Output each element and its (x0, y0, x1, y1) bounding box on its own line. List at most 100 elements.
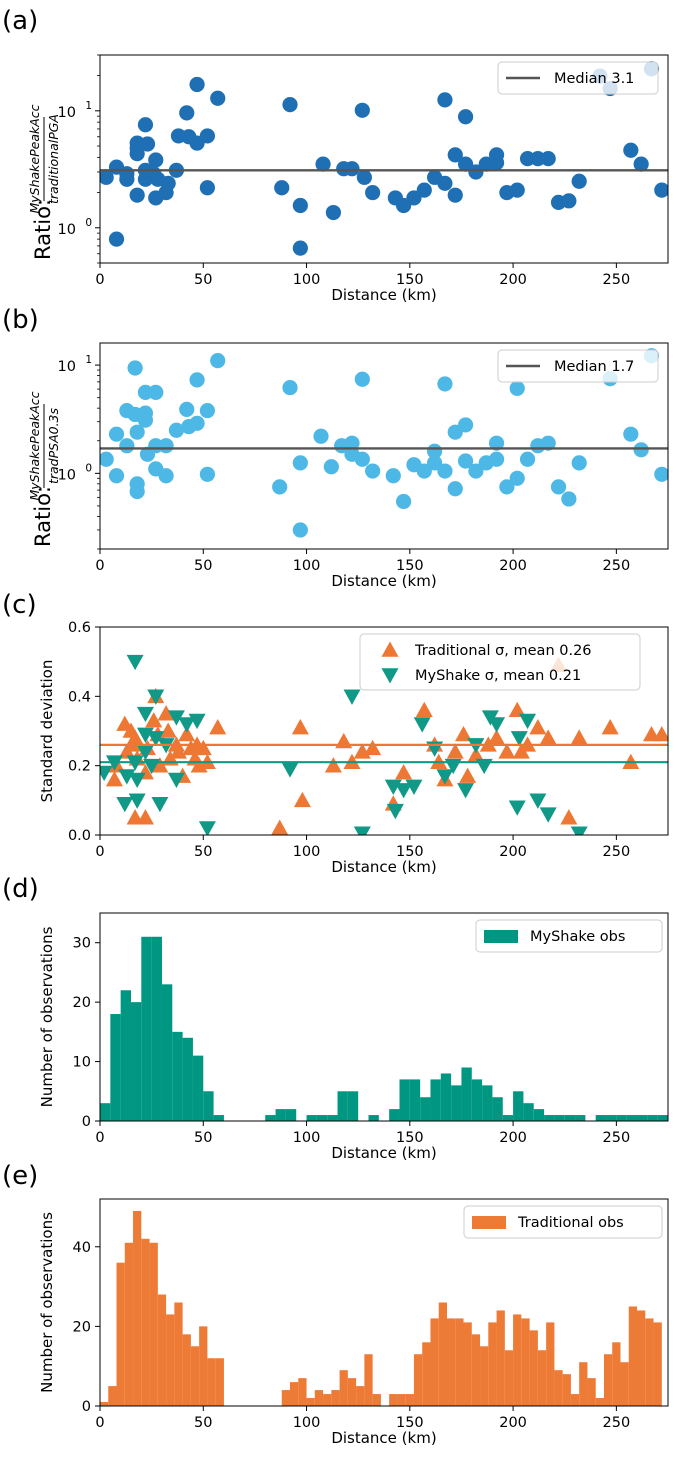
myshake-sigma-point (343, 689, 361, 705)
data-point (519, 451, 536, 467)
panel-label: (b) (2, 305, 39, 335)
data-point (210, 353, 226, 369)
x-tick-label: 200 (499, 1415, 527, 1431)
legend-label: MyShake σ, mean 0.21 (415, 668, 581, 684)
data-point (447, 481, 463, 497)
legend: Traditional obs (463, 1205, 663, 1239)
data-point (488, 155, 505, 171)
data-point (406, 190, 422, 206)
data-point (437, 463, 453, 479)
x-tick-label: 250 (603, 558, 631, 574)
data-point (540, 151, 556, 167)
x-tick-label: 150 (396, 272, 424, 288)
histogram-bar (606, 1115, 617, 1121)
axes-frame (99, 626, 669, 836)
x-tick-label: 250 (603, 1130, 631, 1146)
legend-median-label: Median 3.1 (554, 71, 634, 87)
data-point (354, 451, 370, 467)
histogram-bar (480, 1346, 489, 1406)
traditional-sigma-point (560, 809, 578, 825)
data-point (509, 182, 525, 198)
legend-label: MyShake obs (530, 929, 625, 945)
legend-box (359, 633, 641, 691)
histogram-bar (316, 1115, 328, 1121)
panel-e: (e) 0 50 100 150 200 250 Distance (km) 0 20 40 Numb… (2, 1161, 669, 1447)
histogram-bar (657, 1115, 668, 1121)
y-tick-label: 40 (73, 1240, 91, 1256)
histogram-bar (298, 1378, 307, 1406)
x-tick-label: 200 (499, 558, 527, 574)
traditional-sigma-point (653, 725, 668, 742)
data-point (160, 175, 176, 191)
myshake-sigma-point (519, 713, 537, 730)
histogram-bar (533, 1109, 545, 1121)
histogram-bar (339, 1370, 348, 1406)
data-point (137, 117, 154, 133)
myshake-sigma-point (128, 793, 146, 809)
traditional-sigma-point (446, 743, 464, 759)
legend-swatch (484, 930, 518, 943)
y-tick-exponent: 0 (85, 462, 92, 474)
histogram-bar (174, 1302, 183, 1406)
histogram-bar (100, 1402, 109, 1406)
y-axis-label: Number of observations (38, 926, 56, 1107)
data-point (457, 156, 474, 172)
histogram-bar (595, 1398, 604, 1406)
y-label-denominator: tradPSA0.3s (46, 407, 61, 484)
histogram-bar (463, 1322, 472, 1406)
histogram-bar (422, 1342, 431, 1406)
y-axis-label-text: Standard deviation (38, 660, 56, 803)
data-point (137, 412, 154, 428)
data-point (210, 90, 226, 106)
data-point (344, 161, 360, 177)
traditional-sigma-point (415, 701, 433, 717)
plot-area (100, 654, 668, 835)
histogram-bar (389, 1109, 400, 1121)
data-point (633, 442, 649, 458)
data-point (396, 493, 412, 510)
data-point (571, 455, 587, 471)
myshake-sigma-point (128, 772, 146, 789)
panel-label: (a) (2, 6, 38, 36)
histogram-bar (161, 984, 173, 1121)
histogram-bar (471, 1079, 483, 1121)
myshake-sigma-point (198, 821, 216, 835)
data-point (561, 193, 577, 209)
data-point (315, 156, 331, 172)
histogram-bar (108, 1386, 117, 1406)
histogram-bar (502, 1115, 514, 1121)
data-point (437, 175, 453, 191)
histogram-bar (130, 1002, 142, 1121)
myshake-sigma-point (488, 717, 506, 733)
data-point (633, 156, 649, 172)
data-point (365, 184, 381, 201)
legend-swatch (472, 1216, 506, 1229)
axes-frame (99, 54, 669, 264)
traditional-sigma-point (498, 743, 516, 759)
data-point (199, 402, 216, 419)
x-tick-label: 100 (293, 1415, 321, 1431)
data-point (119, 438, 135, 454)
data-point (282, 379, 298, 396)
histogram-bar (647, 1115, 658, 1121)
histogram-bar (492, 1097, 503, 1121)
plot-area (100, 1210, 662, 1406)
histogram-bar (306, 1115, 317, 1121)
data-point (199, 128, 216, 144)
data-point (292, 522, 308, 538)
myshake-sigma-point (457, 783, 475, 799)
x-tick-label: 0 (95, 1415, 104, 1431)
data-point (292, 240, 308, 256)
histogram-bar (626, 1115, 638, 1121)
x-tick-label: 150 (396, 558, 424, 574)
x-tick-label: 100 (293, 844, 321, 860)
y-label-prefix: Ratio: (31, 486, 55, 547)
traditional-sigma-point (145, 712, 163, 728)
histogram-bar (397, 1394, 406, 1406)
y-tick-label: 20 (73, 995, 91, 1011)
histogram-bar (116, 1262, 125, 1406)
histogram-bar (521, 1318, 530, 1406)
data-point (148, 384, 164, 400)
traditional-sigma-point (126, 729, 144, 745)
histogram-bar (190, 1346, 200, 1406)
